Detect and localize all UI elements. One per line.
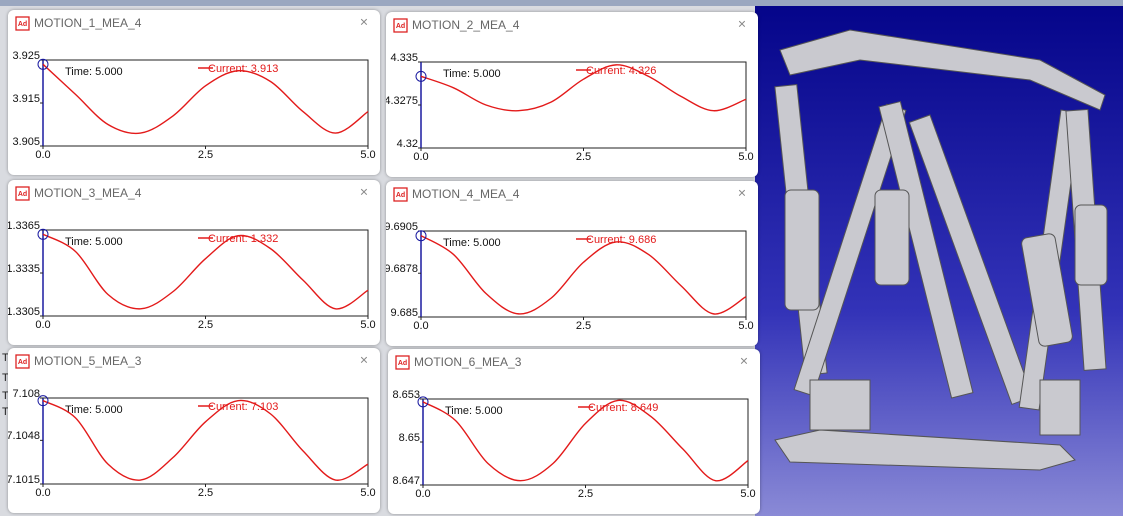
close-button[interactable]: × [738,185,746,201]
app-window: TTTT AdMOTION_1_MEA_4×3.9053.9153.9250.0… [0,0,1123,516]
plot-window: Ad MOTION_2_MEA_4 × 4.32 4.3275 4.335 0.0 2.5 5.… [386,12,758,177]
close-button[interactable]: × [360,184,368,200]
x-tick-label: 0.0 [35,487,50,499]
plot-svg: Ad MOTION_1_MEA_4 × 3.905 3.915 3.925 0.0 2.5 5.… [8,10,380,175]
app-icon-label: Ad [396,192,405,199]
app-icon-label: Ad [18,359,27,366]
time-label: Time: 5.000 [443,68,501,80]
plot-svg: Ad MOTION_6_MEA_3 × 8.647 8.65 8.653 0.0 2.5 5.0… [388,349,760,514]
window-title: MOTION_6_MEA_3 [414,355,522,369]
y-tick-label: 3.915 [12,93,40,105]
current-label: Current: 1.332 [208,233,278,245]
x-tick-label: 2.5 [198,319,213,331]
plot-window: Ad MOTION_3_MEA_4 × 1.3305 1.3335 1.3365 0.0 2.… [8,180,380,345]
plot-window: Ad MOTION_1_MEA_4 × 3.905 3.915 3.925 0.0 2.5 5.… [8,10,380,175]
y-tick-label: 3.905 [12,136,40,148]
y-tick-label: 1.3305 [8,306,40,318]
plot-window: Ad MOTION_6_MEA_3 × 8.647 8.65 8.653 0.0 2.5 5.0… [388,349,760,514]
y-tick-label: 9.6878 [386,263,418,275]
window-title: MOTION_3_MEA_4 [34,186,142,200]
x-tick-label: 2.5 [198,487,213,499]
plot-svg: Ad MOTION_3_MEA_4 × 1.3305 1.3335 1.3365 0.0 2.… [8,180,380,345]
plot-window: Ad MOTION_5_MEA_3 × 7.1015 7.1048 7.108 0.0 2.5… [8,348,380,513]
y-tick-label: 4.3275 [386,95,418,107]
x-tick-label: 0.0 [413,151,428,163]
y-tick-label: 9.685 [390,307,418,319]
close-button[interactable]: × [360,14,368,30]
window-title: MOTION_4_MEA_4 [412,187,520,201]
y-tick-label: 1.3335 [8,263,40,275]
x-tick-label: 0.0 [35,149,50,161]
x-tick-label: 0.0 [35,319,50,331]
y-tick-label: 3.925 [12,50,40,62]
x-tick-label: 2.5 [578,488,593,500]
x-tick-label: 0.0 [413,320,428,332]
x-tick-label: 2.5 [198,149,213,161]
x-tick-label: 0.0 [415,488,430,500]
y-tick-label: 7.108 [12,388,40,400]
current-label: Current: 8.649 [588,402,658,414]
plot-svg: Ad MOTION_5_MEA_3 × 7.1015 7.1048 7.108 0.0 2.5… [8,348,380,513]
time-label: Time: 5.000 [65,66,123,78]
app-icon-label: Ad [398,360,407,367]
app-icon-label: Ad [396,23,405,30]
window-title: MOTION_1_MEA_4 [34,16,142,30]
x-tick-label: 5.0 [740,488,755,500]
time-label: Time: 5.000 [445,405,503,417]
current-label: Current: 3.913 [208,63,278,75]
window-title: MOTION_5_MEA_3 [34,354,142,368]
x-tick-label: 5.0 [360,149,375,161]
y-tick-label: 4.32 [397,138,418,150]
x-tick-label: 2.5 [576,151,591,163]
time-label: Time: 5.000 [65,404,123,416]
x-tick-label: 2.5 [576,320,591,332]
plot-svg: Ad MOTION_2_MEA_4 × 4.32 4.3275 4.335 0.0 2.5 5.… [386,12,758,177]
time-label: Time: 5.000 [65,236,123,248]
x-tick-label: 5.0 [738,320,753,332]
y-tick-label: 8.65 [399,432,420,444]
app-icon-label: Ad [18,21,27,28]
y-tick-label: 8.647 [392,475,420,487]
top-bar [0,0,1123,6]
y-tick-label: 7.1015 [8,474,40,486]
y-tick-label: 1.3365 [8,220,40,232]
current-label: Current: 9.686 [586,234,656,246]
close-button[interactable]: × [738,16,746,32]
y-tick-label: 8.653 [392,389,420,401]
y-tick-label: 9.6905 [386,221,418,233]
time-label: Time: 5.000 [443,237,501,249]
plot-svg: Ad MOTION_4_MEA_4 × 9.685 9.6878 9.6905 0.0 2.5… [386,181,758,346]
app-icon-label: Ad [18,191,27,198]
x-tick-label: 5.0 [360,487,375,499]
y-tick-label: 7.1048 [8,430,40,442]
y-tick-label: 4.335 [390,52,418,64]
window-title: MOTION_2_MEA_4 [412,18,520,32]
x-tick-label: 5.0 [360,319,375,331]
plot-window: Ad MOTION_4_MEA_4 × 9.685 9.6878 9.6905 0.0 2.5… [386,181,758,346]
close-button[interactable]: × [740,353,748,369]
x-tick-label: 5.0 [738,151,753,163]
close-button[interactable]: × [360,352,368,368]
